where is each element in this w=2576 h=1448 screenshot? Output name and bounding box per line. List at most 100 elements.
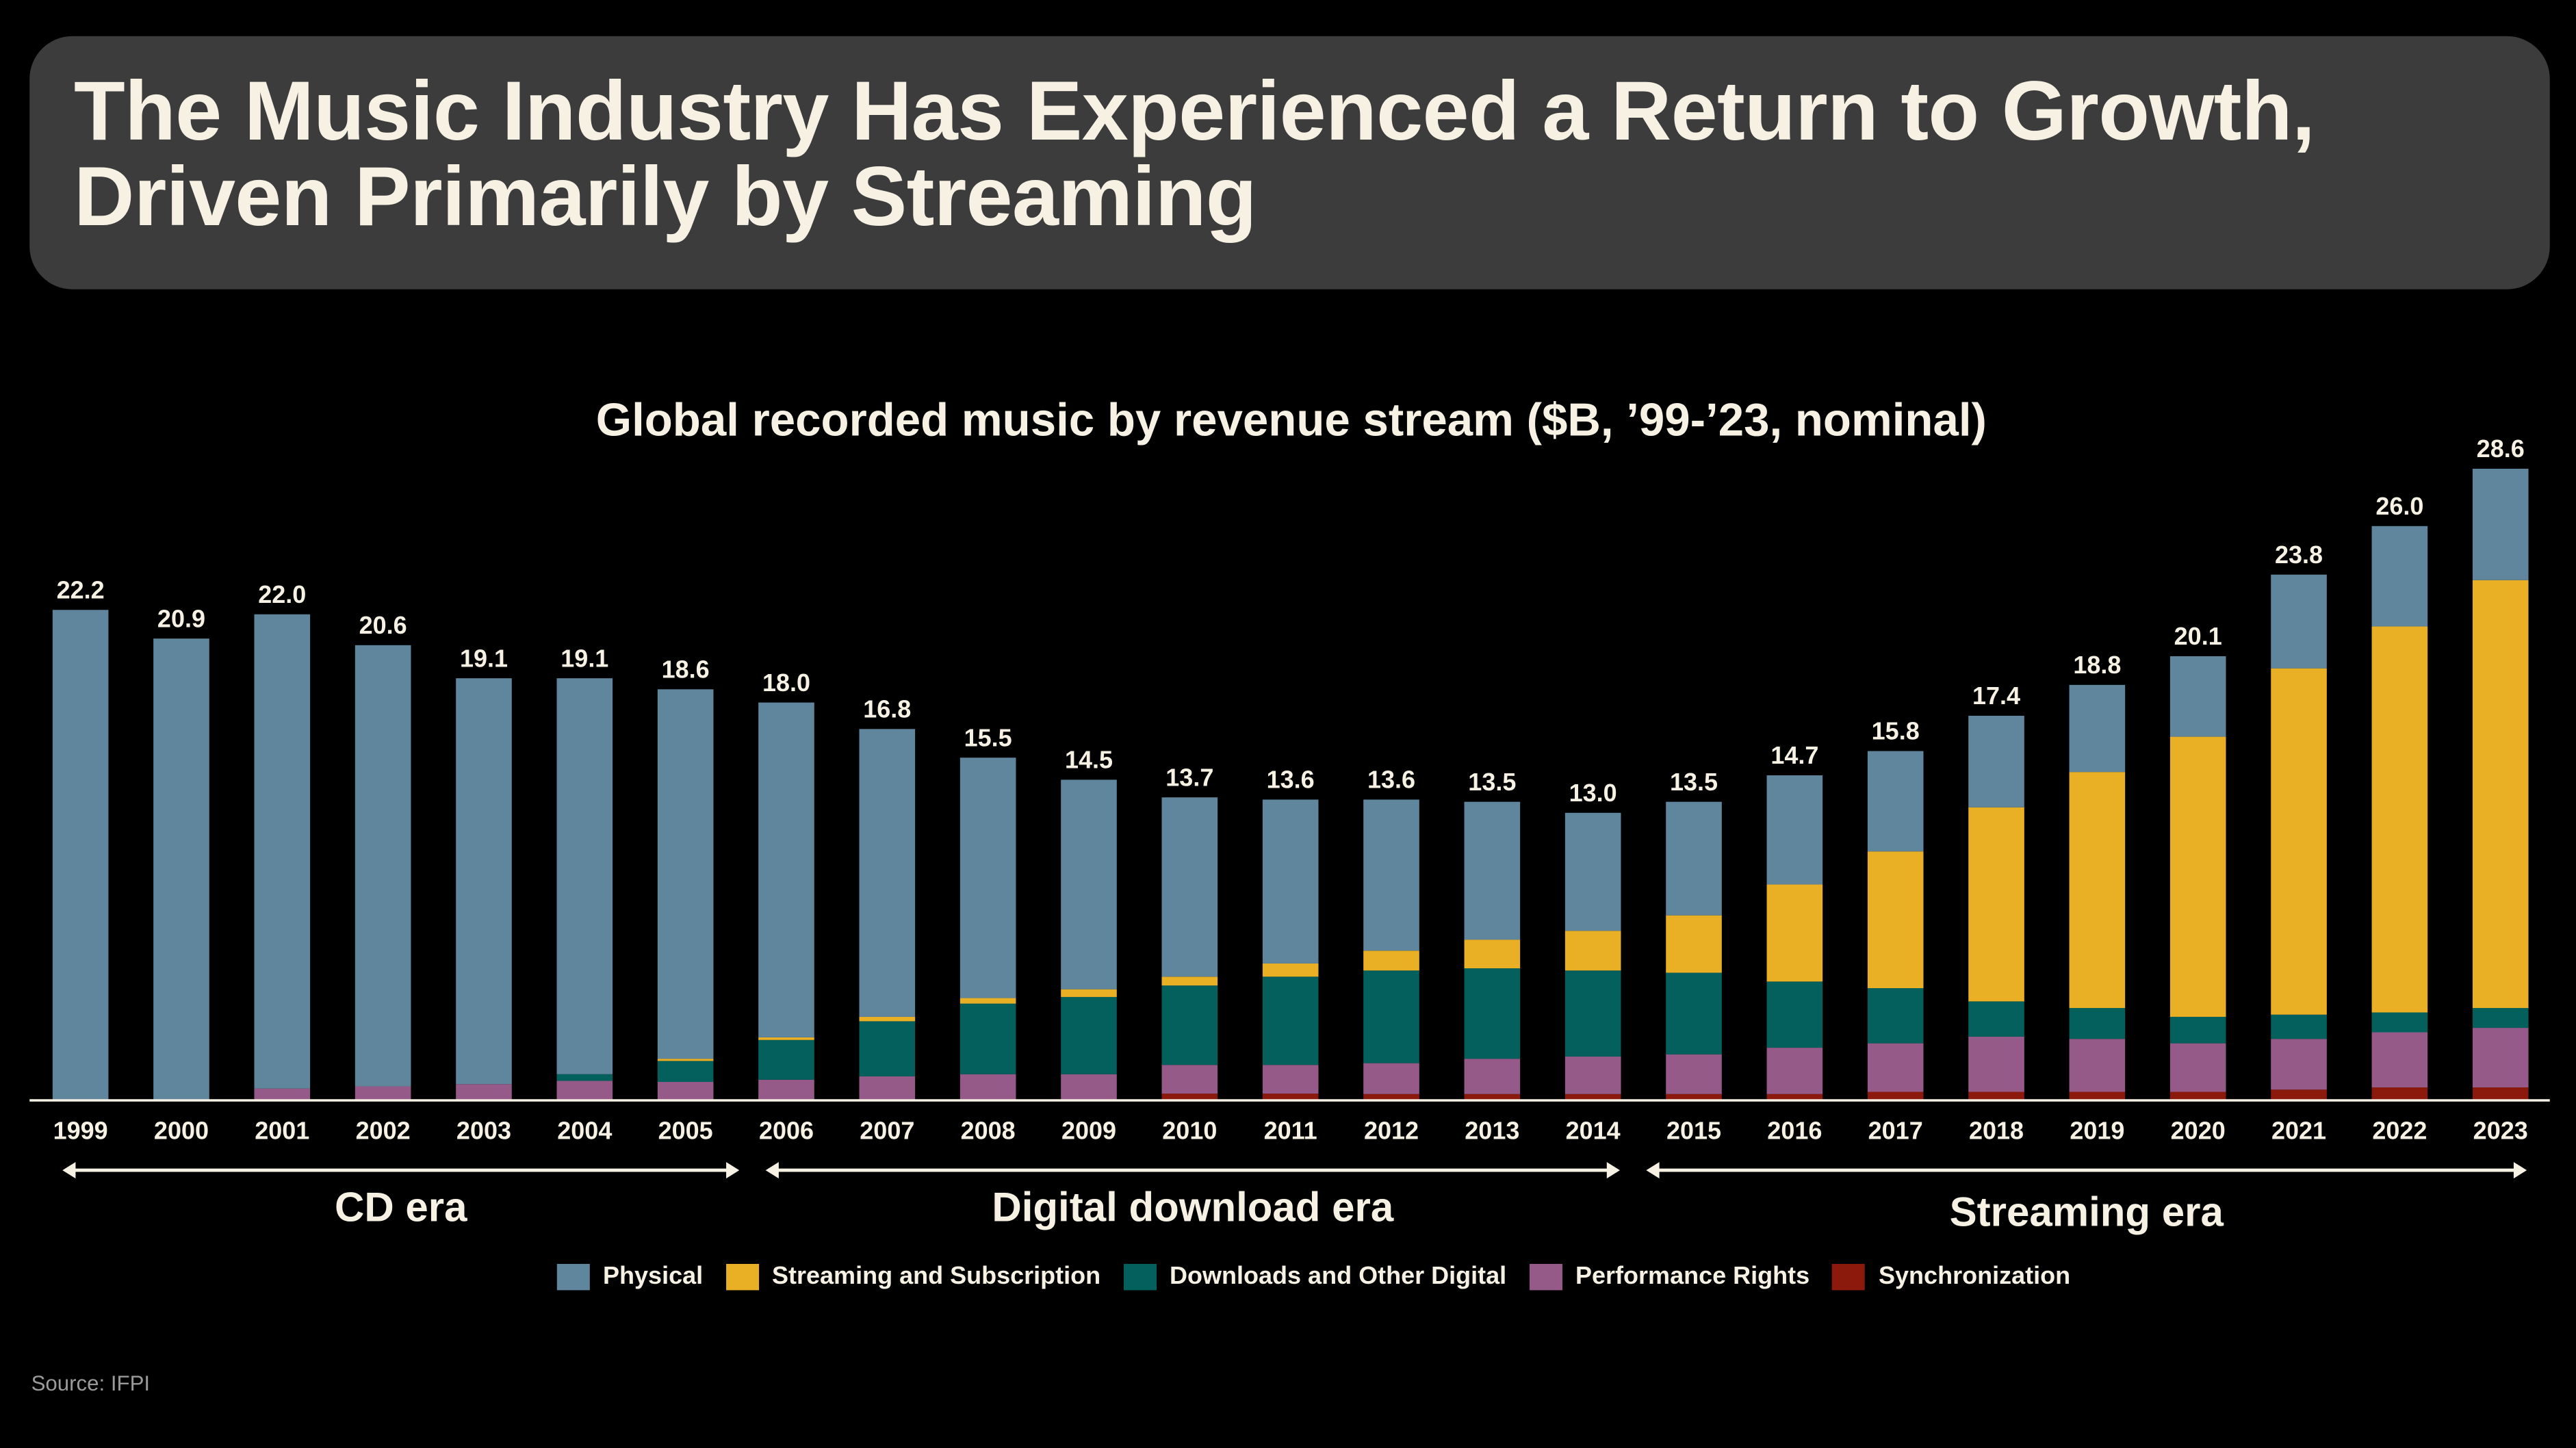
bar-segment-downloads-and-other-digital bbox=[2069, 1008, 2126, 1039]
total-label: 13.7 bbox=[1165, 763, 1213, 791]
bar-segment-physical bbox=[959, 758, 1016, 998]
bar-segment-streaming-and-subscription bbox=[2169, 736, 2226, 1017]
bar-segment-synchronization bbox=[1464, 1094, 1521, 1100]
source-note: Source: IFPI bbox=[31, 1371, 151, 1396]
x-tick-label: 2017 bbox=[1868, 1116, 1923, 1144]
bar-segment-synchronization bbox=[1766, 1094, 1823, 1100]
bar-segment-physical bbox=[556, 678, 613, 1074]
bar-segment-performance-rights bbox=[2371, 1032, 2428, 1088]
x-tick-label: 2008 bbox=[961, 1116, 1016, 1144]
bar-segment-performance-rights bbox=[2169, 1043, 2226, 1092]
bar-segment-synchronization bbox=[2169, 1091, 2226, 1100]
bar-segment-physical bbox=[52, 610, 109, 1100]
arrow-right-icon bbox=[2513, 1162, 2527, 1179]
x-tick-label: 2003 bbox=[456, 1116, 511, 1144]
x-tick-label: 2015 bbox=[1666, 1116, 1721, 1144]
bar-segment-streaming-and-subscription bbox=[1766, 884, 1823, 982]
bar-segment-performance-rights bbox=[859, 1076, 916, 1100]
bar-segment-synchronization bbox=[1666, 1094, 1722, 1100]
bar-segment-performance-rights bbox=[1968, 1036, 2024, 1092]
total-label: 13.6 bbox=[1267, 766, 1315, 794]
bar-segment-streaming-and-subscription bbox=[1061, 989, 1117, 997]
bar-segment-physical bbox=[657, 689, 714, 1059]
bar-segment-downloads-and-other-digital bbox=[1564, 970, 1621, 1057]
total-label: 18.6 bbox=[662, 655, 710, 683]
x-tick-label: 1999 bbox=[53, 1116, 108, 1144]
x-tick-label: 2018 bbox=[1969, 1116, 2024, 1144]
legend-swatch bbox=[725, 1263, 759, 1290]
chart-title: Global recorded music by revenue stream … bbox=[595, 394, 1987, 445]
bar-segment-physical bbox=[2472, 468, 2529, 580]
x-tick-label: 2011 bbox=[1264, 1116, 1317, 1144]
bar-segment-downloads-and-other-digital bbox=[1766, 981, 1823, 1048]
total-label: 15.5 bbox=[964, 723, 1012, 751]
legend-label: Synchronization bbox=[1879, 1262, 2071, 1291]
x-tick-label: 2002 bbox=[356, 1116, 411, 1144]
arrow-left-icon bbox=[765, 1162, 779, 1179]
total-label: 19.1 bbox=[561, 644, 608, 672]
bar-segment-performance-rights bbox=[657, 1082, 714, 1100]
bar-segment-streaming-and-subscription bbox=[959, 998, 1016, 1004]
bar-segment-physical bbox=[254, 614, 311, 1089]
legend-item-sync: Synchronization bbox=[1832, 1262, 2071, 1291]
bar-segment-synchronization bbox=[1363, 1094, 1419, 1100]
bar-segment-downloads-and-other-digital bbox=[859, 1021, 916, 1076]
legend-item-downloads: Downloads and Other Digital bbox=[1123, 1263, 1506, 1290]
bar-segment-streaming-and-subscription bbox=[657, 1059, 714, 1061]
bar-segment-streaming-and-subscription bbox=[2472, 580, 2529, 1009]
bar-segment-physical bbox=[1867, 751, 1924, 852]
legend-swatch bbox=[1832, 1263, 1866, 1290]
arrow-right-icon bbox=[1606, 1162, 1620, 1179]
x-tick-label: 2014 bbox=[1566, 1116, 1621, 1144]
title-banner: The Music Industry Has Experienced a Ret… bbox=[29, 36, 2550, 289]
bar-segment-performance-rights bbox=[1161, 1065, 1218, 1094]
total-label: 19.1 bbox=[460, 644, 508, 672]
bar-segment-streaming-and-subscription bbox=[2271, 668, 2327, 1015]
bar-segment-physical bbox=[1363, 799, 1419, 951]
bar-segment-performance-rights bbox=[456, 1084, 512, 1100]
bar-segment-physical bbox=[1262, 799, 1319, 964]
bar-segment-performance-rights bbox=[1363, 1063, 1419, 1094]
bar-segment-downloads-and-other-digital bbox=[2472, 1008, 2529, 1029]
slide-title: The Music Industry Has Experienced a Ret… bbox=[74, 68, 2315, 240]
legend-label: Physical bbox=[603, 1262, 704, 1291]
arrow-left-icon bbox=[1646, 1162, 1660, 1179]
bar-segment-performance-rights bbox=[254, 1088, 311, 1100]
bar-segment-downloads-and-other-digital bbox=[2371, 1012, 2428, 1033]
legend-swatch bbox=[556, 1263, 590, 1290]
bar-segment-streaming-and-subscription bbox=[1867, 851, 1924, 989]
bar-segment-synchronization bbox=[2472, 1087, 2529, 1100]
bar-segment-streaming-and-subscription bbox=[1464, 940, 1521, 969]
bar-segment-performance-rights bbox=[2069, 1039, 2126, 1092]
bar-segment-performance-rights bbox=[2271, 1039, 2327, 1090]
bar-segment-synchronization bbox=[2271, 1089, 2327, 1100]
bar-segment-physical bbox=[456, 678, 512, 1085]
bar-segment-physical bbox=[1564, 812, 1621, 931]
bar-segment-performance-rights bbox=[1262, 1065, 1319, 1094]
bar-segment-physical bbox=[1161, 797, 1218, 977]
x-tick-label: 2012 bbox=[1364, 1116, 1419, 1144]
bar-segment-streaming-and-subscription bbox=[1564, 931, 1621, 971]
bar-segment-downloads-and-other-digital bbox=[1061, 996, 1117, 1074]
x-tick-label: 2022 bbox=[2372, 1116, 2427, 1144]
bar-segment-physical bbox=[1464, 801, 1521, 940]
bar-segment-physical bbox=[2069, 684, 2126, 773]
bar-segment-physical bbox=[859, 729, 916, 1017]
bar-segment-downloads-and-other-digital bbox=[556, 1074, 613, 1081]
bar-segment-downloads-and-other-digital bbox=[1867, 988, 1924, 1044]
bar-segment-physical bbox=[1766, 775, 1823, 885]
bar-segment-downloads-and-other-digital bbox=[2271, 1014, 2327, 1039]
bar-segment-streaming-and-subscription bbox=[1968, 807, 2024, 1002]
arrow-right-icon bbox=[726, 1162, 740, 1179]
bar-segment-physical bbox=[2371, 526, 2428, 627]
bar-segment-downloads-and-other-digital bbox=[657, 1061, 714, 1083]
bar-segment-performance-rights bbox=[758, 1079, 814, 1100]
total-label: 14.7 bbox=[1770, 741, 1818, 769]
bar-segment-synchronization bbox=[2069, 1091, 2126, 1100]
x-tick-label: 2001 bbox=[255, 1116, 309, 1144]
bar-segment-streaming-and-subscription bbox=[2371, 626, 2428, 1013]
x-tick-label: 2009 bbox=[1061, 1116, 1116, 1144]
bar-segment-performance-rights bbox=[1867, 1043, 1924, 1092]
